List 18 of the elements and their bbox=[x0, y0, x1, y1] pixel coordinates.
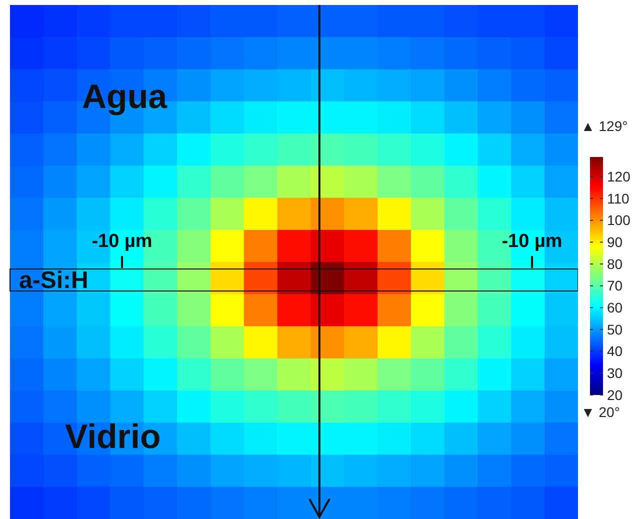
color-bar-label: 50 bbox=[607, 321, 623, 338]
color-bar-label: 100 bbox=[607, 212, 631, 228]
color-bar-label: 60 bbox=[607, 300, 623, 316]
color-bar-label: 70 bbox=[607, 278, 623, 294]
color-bar-label: 30 bbox=[607, 365, 623, 382]
annotation: -10 µm bbox=[502, 231, 562, 252]
annotation: Vidrio bbox=[65, 418, 161, 456]
color-bar-label: 40 bbox=[607, 343, 623, 360]
annotation: Agua bbox=[82, 78, 168, 116]
color-bar-label: 110 bbox=[607, 190, 630, 206]
text: ▼ 20° bbox=[581, 404, 620, 420]
color-bar-label: 80 bbox=[607, 256, 623, 272]
annotation: a-Si:H bbox=[19, 267, 88, 294]
text: ▲ 129° bbox=[581, 118, 628, 134]
color-bar-label: 90 bbox=[607, 234, 623, 250]
annotation: -10 µm bbox=[92, 231, 152, 252]
color-bar-label: 20 bbox=[607, 386, 623, 403]
color-bar-label: 120 bbox=[607, 168, 631, 185]
